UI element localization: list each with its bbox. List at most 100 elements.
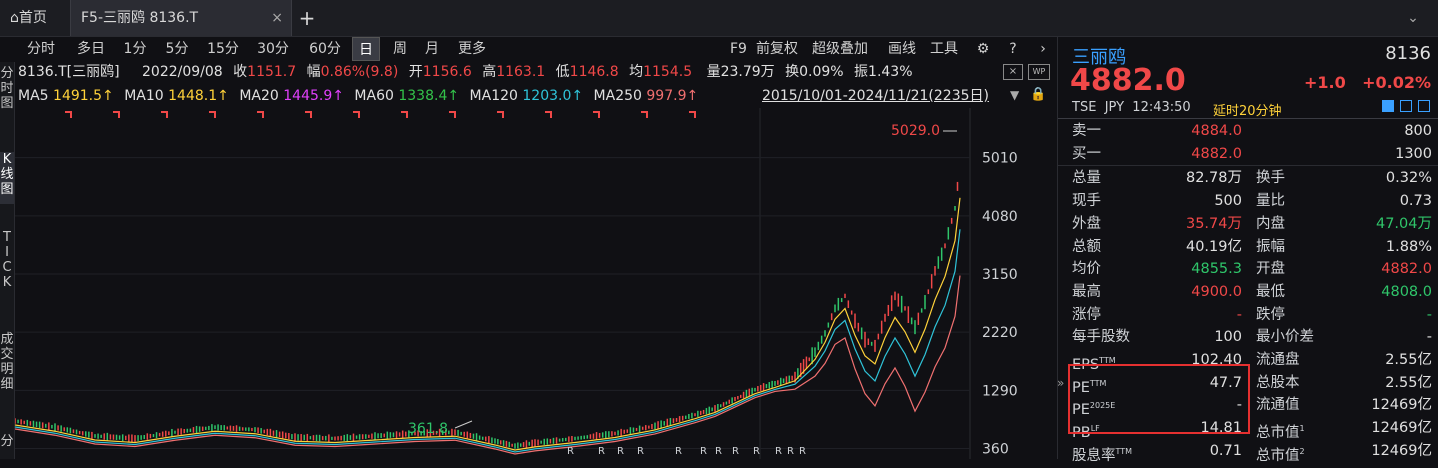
close-tab-icon[interactable]: × xyxy=(271,10,283,26)
quote-panel: 三丽鸥 8136 4882.0 +1.0 +0.02% TSE JPY 12:4… xyxy=(1057,37,1438,464)
row-value: 100 xyxy=(1214,329,1242,346)
row-value-2: 12469亿 xyxy=(1371,397,1432,414)
bar-date: 2022/09/08 xyxy=(142,64,223,80)
window-icon[interactable] xyxy=(1400,100,1412,112)
wp-icon[interactable]: WP xyxy=(1028,64,1050,80)
home-icon: ⌂ xyxy=(10,10,19,26)
ma250-value: 997.9↑ xyxy=(646,88,699,104)
quote-row: PE2025E - 流通值 12469亿 xyxy=(1072,394,1432,418)
toolbar-1[interactable]: 前复权 xyxy=(756,41,798,57)
row-label: PE2025E xyxy=(1072,401,1116,419)
vtab-kline[interactable]: K 线 图 xyxy=(0,152,14,204)
toolbar-0[interactable]: F9 xyxy=(730,41,747,57)
period-4[interactable]: 15分 xyxy=(207,41,239,57)
tab-sanrio[interactable]: F5-三丽鸥 8136.T × xyxy=(70,0,292,36)
period-3[interactable]: 5分 xyxy=(165,41,189,57)
y-tick-label: 4080 xyxy=(982,209,1018,225)
row-label: 外盘 xyxy=(1072,215,1101,232)
lock-icon[interactable]: 🔒 xyxy=(1030,87,1047,102)
period-1[interactable]: 多日 xyxy=(77,41,105,57)
toolbar-3[interactable]: 画线 xyxy=(888,41,916,57)
row-value: 4882.0 xyxy=(1191,145,1242,162)
delay-notice: 延时20分钟 xyxy=(1213,104,1282,119)
period-10[interactable]: 更多 xyxy=(458,41,486,57)
r-marker: R xyxy=(775,446,782,457)
quote-row: 总量 82.78万 换手 0.32% xyxy=(1058,165,1438,190)
expand-icon[interactable]: » xyxy=(1057,376,1065,390)
r-marker: R xyxy=(753,446,760,457)
row-value: 4900.0 xyxy=(1191,283,1242,300)
gear-icon[interactable]: ⚙ xyxy=(976,41,990,57)
period-6[interactable]: 60分 xyxy=(309,41,341,57)
divider xyxy=(1058,118,1438,119)
chevron-down-icon[interactable]: ⌄ xyxy=(1407,10,1419,26)
bar-open: 1156.6 xyxy=(422,64,472,80)
edit-icon[interactable] xyxy=(1382,100,1394,112)
r-marker: R xyxy=(715,446,722,457)
row-label-2: 总市值2 xyxy=(1256,446,1305,464)
ma20-value: 1445.9↑ xyxy=(283,88,344,104)
close-overlay-icon[interactable]: × xyxy=(1003,64,1023,80)
quote-time: 12:43:50 xyxy=(1132,100,1191,115)
help-icon[interactable]: ? xyxy=(1009,41,1017,57)
bar-low: 1146.8 xyxy=(569,64,619,80)
event-marker xyxy=(353,111,360,118)
bar-high: 1163.1 xyxy=(496,64,546,80)
period-5[interactable]: 30分 xyxy=(257,41,289,57)
row-value: - xyxy=(1236,397,1242,414)
row-value: 500 xyxy=(1214,193,1242,210)
bar-avg: 1154.5 xyxy=(643,64,693,80)
r-marker: R xyxy=(637,446,644,457)
vtab-deals[interactable]: 成 交 明 细 xyxy=(0,332,14,392)
row-label-2: 内盘 xyxy=(1256,215,1285,232)
vtab-fenshi[interactable]: 分 时 图 xyxy=(0,66,14,111)
ma-line: MA5 1491.5↑ MA10 1448.1↑ MA20 1445.9↑ MA… xyxy=(18,88,699,104)
row-label-2: 最小价差 xyxy=(1256,329,1314,346)
event-marker xyxy=(497,111,504,118)
period-8[interactable]: 周 xyxy=(393,41,407,57)
r-marker: R xyxy=(700,446,707,457)
vtab-more[interactable]: 分 xyxy=(0,434,14,449)
event-marker xyxy=(257,111,264,118)
row-value-2: 4808.0 xyxy=(1381,283,1432,300)
window-icon-2[interactable] xyxy=(1418,100,1430,112)
ma-mid-line xyxy=(15,229,961,453)
quote-row: 涨停 - 跌停 - xyxy=(1072,304,1432,327)
toolbar-2[interactable]: 超级叠加 xyxy=(812,41,868,57)
ma-short-line xyxy=(15,197,961,451)
price-change-pct: +0.02% xyxy=(1362,73,1431,92)
bar-volume: 23.79万 xyxy=(720,64,775,80)
row-label-2: 总市值1 xyxy=(1256,424,1305,441)
row-label-2: 量比 xyxy=(1256,193,1285,210)
event-marker xyxy=(113,111,120,118)
row-value-2: 0.73 xyxy=(1399,193,1432,210)
quote-row: PETTM 47.7 总股本 2.55亿 xyxy=(1072,372,1432,396)
period-2[interactable]: 1分 xyxy=(123,41,147,57)
period-toolbar: 分时 多日 1分 5分 15分 30分 60分日周 月 更多 F9 前复权 超级叠加 画线 工具 ⚙? › xyxy=(0,37,1055,61)
period-7[interactable]: 日 xyxy=(352,37,380,61)
event-marker xyxy=(161,111,168,118)
quote-row: 外盘 35.74万 内盘 47.04万 xyxy=(1072,213,1432,236)
y-tick-label: 5010 xyxy=(982,151,1018,167)
bar-amplitude: 1.43% xyxy=(868,64,913,80)
tab-home[interactable]: ⌂首页 xyxy=(10,10,47,26)
row-label: 总额 xyxy=(1072,238,1101,255)
add-tab-button[interactable]: + xyxy=(298,6,316,30)
period-0[interactable]: 分时 xyxy=(27,41,55,57)
row-label: 均价 xyxy=(1072,261,1101,278)
chevron-right-icon[interactable]: › xyxy=(1040,41,1046,57)
row-label: 每手股数 xyxy=(1072,329,1130,346)
row-value-2: 2.55亿 xyxy=(1385,352,1432,368)
vtab-tick[interactable]: T I C K xyxy=(2,230,12,290)
range-dropdown-icon[interactable]: ▼ xyxy=(1010,88,1020,102)
ma5-value: 1491.5↑ xyxy=(53,88,114,104)
period-9[interactable]: 月 xyxy=(425,41,439,57)
r-marker: R xyxy=(675,446,682,457)
ma120-value: 1203.0↑ xyxy=(522,88,584,104)
event-marker xyxy=(401,111,408,118)
market-info: TSE JPY 12:43:50 xyxy=(1072,100,1191,115)
row-label-2: 跌停 xyxy=(1256,306,1285,323)
date-range[interactable]: 2015/10/01-2024/11/21(2235日) xyxy=(762,88,989,104)
toolbar-4[interactable]: 工具 xyxy=(930,41,958,57)
